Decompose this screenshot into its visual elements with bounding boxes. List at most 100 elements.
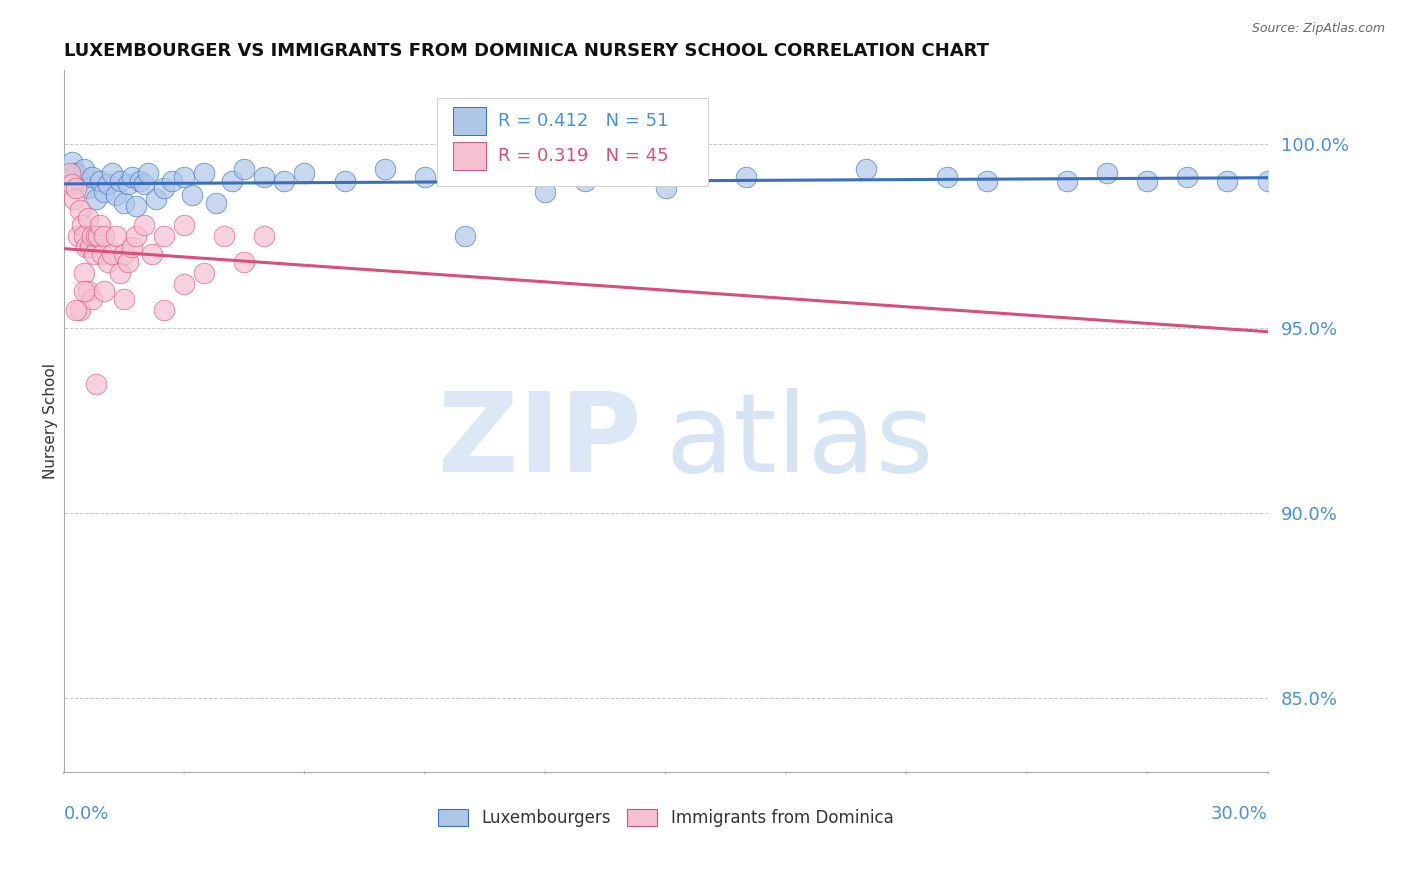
Text: R = 0.412   N = 51: R = 0.412 N = 51 bbox=[498, 112, 669, 130]
Point bbox=[73, 229, 96, 244]
Text: ZIP: ZIP bbox=[439, 388, 641, 495]
Point bbox=[221, 173, 243, 187]
Point bbox=[93, 185, 115, 199]
Point bbox=[73, 285, 96, 299]
Point bbox=[193, 266, 215, 280]
Point bbox=[153, 302, 176, 317]
Point bbox=[97, 178, 120, 192]
Point bbox=[121, 240, 143, 254]
Point bbox=[233, 162, 256, 177]
Text: 0.0%: 0.0% bbox=[63, 805, 110, 823]
Point bbox=[112, 195, 135, 210]
Point bbox=[413, 169, 436, 184]
Legend: Luxembourgers, Immigrants from Dominica: Luxembourgers, Immigrants from Dominica bbox=[432, 803, 900, 834]
Point bbox=[60, 178, 83, 192]
Point bbox=[66, 229, 89, 244]
Point bbox=[735, 169, 758, 184]
Point bbox=[153, 181, 176, 195]
Point bbox=[69, 302, 91, 317]
Point bbox=[80, 169, 103, 184]
FancyBboxPatch shape bbox=[437, 98, 707, 186]
Point bbox=[84, 376, 107, 391]
Point bbox=[132, 178, 155, 192]
Point bbox=[89, 218, 111, 232]
Point bbox=[59, 166, 82, 180]
Point bbox=[65, 166, 87, 180]
FancyBboxPatch shape bbox=[453, 107, 486, 135]
Text: Source: ZipAtlas.com: Source: ZipAtlas.com bbox=[1251, 22, 1385, 36]
Point bbox=[80, 292, 103, 306]
Text: 30.0%: 30.0% bbox=[1211, 805, 1268, 823]
Point bbox=[117, 178, 139, 192]
Point bbox=[294, 166, 316, 180]
Text: atlas: atlas bbox=[665, 388, 934, 495]
Point bbox=[574, 173, 596, 187]
Point bbox=[173, 218, 195, 232]
Point bbox=[654, 181, 676, 195]
Point bbox=[93, 229, 115, 244]
Point bbox=[153, 229, 176, 244]
Point bbox=[976, 173, 998, 187]
Point bbox=[65, 302, 87, 317]
Point bbox=[108, 173, 131, 187]
Point bbox=[80, 229, 103, 244]
Point bbox=[935, 169, 957, 184]
Point bbox=[104, 188, 127, 202]
Point bbox=[1056, 173, 1078, 187]
Point bbox=[173, 169, 195, 184]
Point bbox=[65, 181, 87, 195]
Point bbox=[93, 285, 115, 299]
Point bbox=[75, 240, 97, 254]
Point bbox=[76, 285, 98, 299]
Point bbox=[141, 247, 163, 261]
Point bbox=[87, 229, 110, 244]
Point bbox=[69, 173, 91, 187]
Point bbox=[83, 247, 105, 261]
Point bbox=[73, 162, 96, 177]
Point bbox=[112, 247, 135, 261]
Point bbox=[90, 247, 112, 261]
Point bbox=[253, 229, 276, 244]
Point bbox=[79, 240, 101, 254]
Point bbox=[125, 199, 148, 213]
Point bbox=[101, 166, 124, 180]
Point bbox=[160, 173, 183, 187]
Point bbox=[212, 229, 235, 244]
Point bbox=[855, 162, 877, 177]
Point bbox=[173, 277, 195, 291]
Point bbox=[76, 211, 98, 225]
Point bbox=[60, 155, 83, 169]
Point bbox=[108, 266, 131, 280]
FancyBboxPatch shape bbox=[453, 142, 486, 170]
Text: R = 0.319   N = 45: R = 0.319 N = 45 bbox=[498, 147, 669, 165]
Point bbox=[145, 192, 167, 206]
Point bbox=[136, 166, 159, 180]
Point bbox=[1216, 173, 1239, 187]
Point bbox=[112, 292, 135, 306]
Y-axis label: Nursery School: Nursery School bbox=[44, 363, 58, 479]
Point bbox=[374, 162, 396, 177]
Point bbox=[1257, 173, 1279, 187]
Point bbox=[1136, 173, 1159, 187]
Point bbox=[1095, 166, 1118, 180]
Point bbox=[1175, 169, 1198, 184]
Point bbox=[121, 169, 143, 184]
Point bbox=[333, 173, 356, 187]
Point bbox=[181, 188, 204, 202]
Point bbox=[494, 166, 516, 180]
Point bbox=[117, 255, 139, 269]
Point bbox=[84, 229, 107, 244]
Point bbox=[253, 169, 276, 184]
Point bbox=[233, 255, 256, 269]
Text: LUXEMBOURGER VS IMMIGRANTS FROM DOMINICA NURSERY SCHOOL CORRELATION CHART: LUXEMBOURGER VS IMMIGRANTS FROM DOMINICA… bbox=[63, 42, 988, 60]
Point bbox=[273, 173, 295, 187]
Point bbox=[89, 173, 111, 187]
Point bbox=[534, 185, 557, 199]
Point bbox=[132, 218, 155, 232]
Point bbox=[97, 255, 120, 269]
Point bbox=[129, 173, 152, 187]
Point bbox=[70, 218, 93, 232]
Point bbox=[69, 203, 91, 218]
Point bbox=[73, 266, 96, 280]
Point bbox=[104, 229, 127, 244]
